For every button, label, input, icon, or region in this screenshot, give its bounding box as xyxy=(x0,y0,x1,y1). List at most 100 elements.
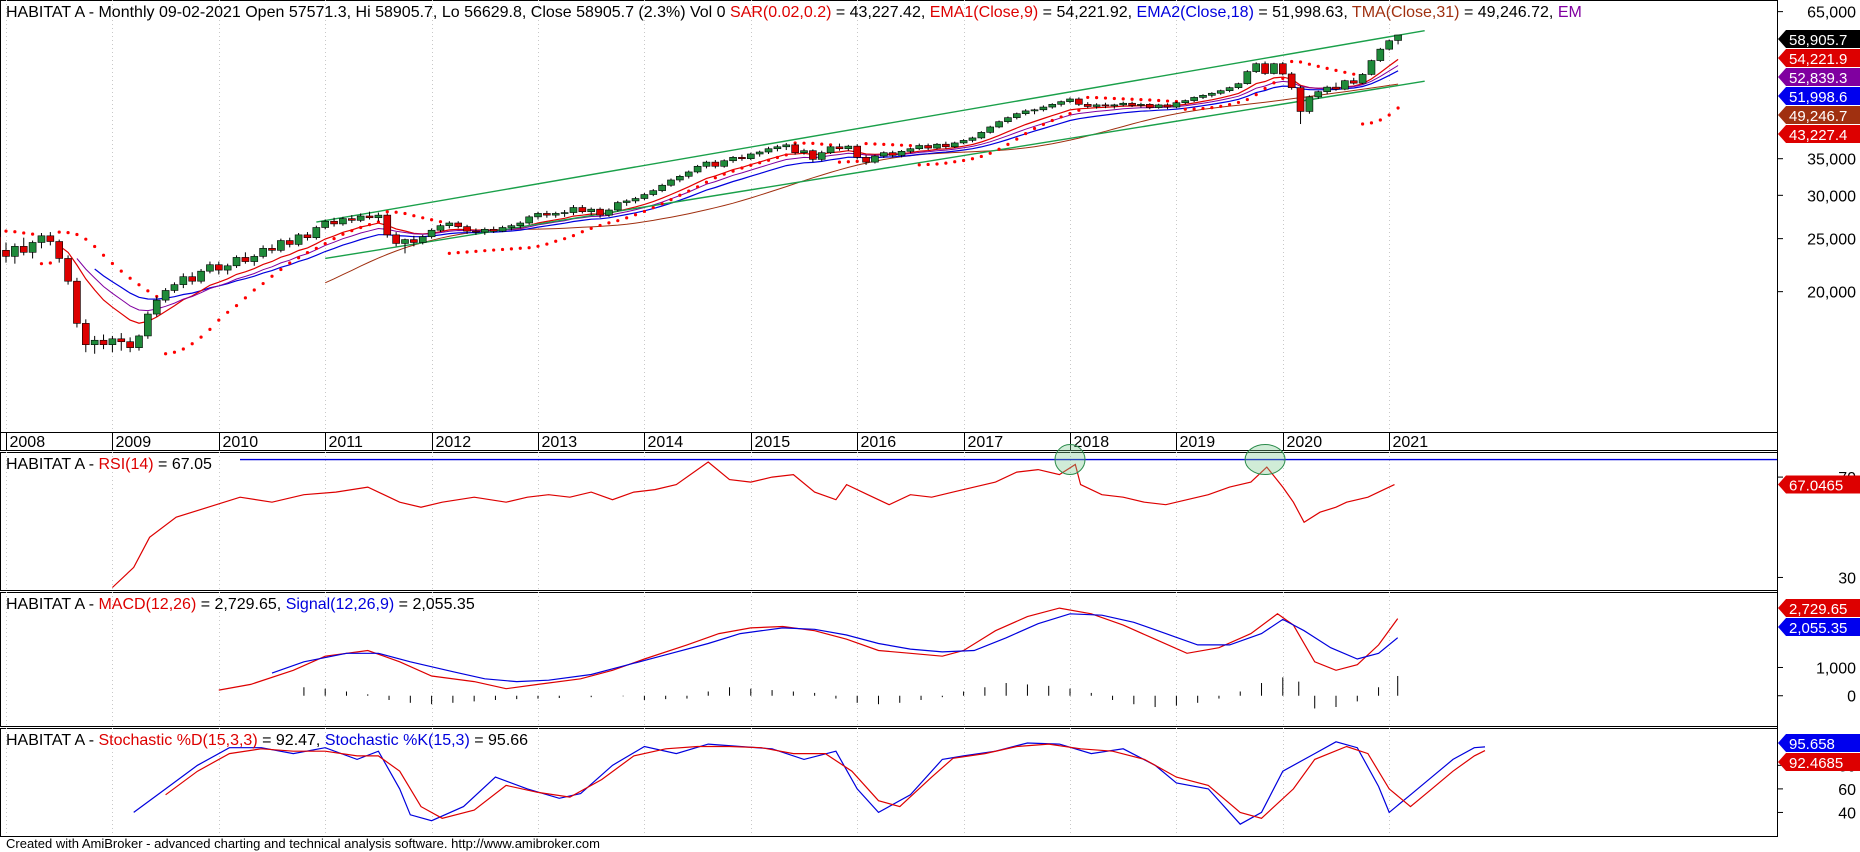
candle-body xyxy=(11,246,19,257)
candle-body xyxy=(161,290,170,301)
candle-body xyxy=(897,151,906,156)
sar-dot xyxy=(208,327,212,331)
candle-body xyxy=(613,202,622,211)
candle-body xyxy=(1199,95,1207,98)
right-axis: 65,000 35,000 30,000 25,000 20,000 58,905.7 54… xyxy=(1777,5,1860,822)
sar-dot xyxy=(119,269,123,273)
candle-body xyxy=(649,190,658,195)
sar-dot xyxy=(1192,107,1196,111)
sar-dot xyxy=(616,219,620,223)
value-label-box xyxy=(1778,753,1860,771)
sar-dot xyxy=(979,154,983,159)
price-y-tick-label: 25,000 xyxy=(1807,232,1856,249)
candle-body xyxy=(534,213,542,218)
stoch-d-value-label: 92.4685 xyxy=(1778,753,1860,772)
value-label-box xyxy=(1778,49,1860,67)
candle-body xyxy=(73,280,81,324)
candle-body xyxy=(853,145,862,158)
candle-body xyxy=(1305,96,1314,112)
sar-dot xyxy=(1387,113,1391,117)
sar-dot xyxy=(1103,96,1108,100)
sar-dot xyxy=(970,157,975,161)
sar-dot xyxy=(509,247,513,251)
x-tick-label: 2009 xyxy=(116,434,152,451)
candle-body xyxy=(1128,102,1136,106)
candle-body xyxy=(995,121,1003,128)
value-label-text: 95.658 xyxy=(1789,736,1835,753)
candle-body xyxy=(170,284,179,291)
sar-dot xyxy=(1236,100,1241,105)
candle-body xyxy=(835,146,844,150)
sar-dot xyxy=(1068,111,1072,116)
value-label-text: 2,729.65 xyxy=(1789,601,1847,618)
candle-body xyxy=(684,171,693,177)
sar-dot xyxy=(1325,66,1329,70)
price-pane-frame xyxy=(0,0,1778,451)
sar-dot xyxy=(696,185,700,189)
sar-dot xyxy=(784,153,788,157)
sar-dot xyxy=(341,232,345,236)
candle-body xyxy=(268,248,276,251)
sar-dot xyxy=(1174,99,1178,104)
sar-dot xyxy=(164,352,168,356)
x-tick-label: 2020 xyxy=(1287,434,1323,451)
sar-dot xyxy=(146,289,150,293)
sar-dot xyxy=(1130,97,1134,101)
sar-dot xyxy=(1334,68,1338,72)
sar-dot xyxy=(1032,126,1037,131)
candle-body xyxy=(879,152,888,157)
sar-dot xyxy=(766,158,771,162)
candle-body xyxy=(800,150,808,153)
sar-dot xyxy=(297,256,301,260)
sar-dot xyxy=(527,246,531,250)
x-tick-label: 2017 xyxy=(968,434,1004,451)
sar-dot xyxy=(953,160,957,164)
value-label-text: 51,998.6 xyxy=(1789,89,1847,106)
price-value-label: 43,227.4 xyxy=(1778,125,1860,144)
rsi-highlight-ellipse xyxy=(1244,444,1286,476)
macd-pane xyxy=(218,607,1399,709)
candle-body xyxy=(1021,110,1030,114)
sar-dot xyxy=(1361,122,1365,126)
sar-dot xyxy=(678,193,682,197)
candle-body xyxy=(1075,98,1083,105)
candle-body xyxy=(1146,104,1154,108)
candle-body xyxy=(1358,74,1367,84)
candle-body xyxy=(871,155,879,163)
candle-body xyxy=(587,208,596,213)
candle-body xyxy=(622,200,631,203)
value-label-text: 43,227.4 xyxy=(1789,127,1847,144)
sar-dot xyxy=(1183,107,1187,111)
sar-dot xyxy=(1263,86,1267,91)
candle-body xyxy=(1385,40,1393,50)
sar-dot xyxy=(110,261,114,266)
sar-dot xyxy=(1369,121,1374,125)
x-tick-label: 2019 xyxy=(1180,434,1216,451)
candle-body xyxy=(551,213,560,216)
macd-value-label: 2,729.65 xyxy=(1778,599,1860,618)
sar-dot xyxy=(891,143,895,147)
ema2-line xyxy=(94,70,1399,300)
candle-body xyxy=(1030,109,1039,112)
sar-dot xyxy=(385,210,389,214)
sar-dot xyxy=(190,342,194,346)
x-tick-label: 2008 xyxy=(10,434,46,451)
candle-body xyxy=(1172,102,1181,108)
candle-body xyxy=(933,143,941,149)
macd-line xyxy=(218,607,1399,691)
sar-dot xyxy=(1059,115,1063,119)
candle-body xyxy=(1216,90,1225,94)
candle-body xyxy=(215,264,223,271)
candle-body xyxy=(1083,104,1092,107)
sar-dot xyxy=(234,304,239,308)
candle-body xyxy=(374,214,383,219)
candle-body xyxy=(1190,97,1198,101)
candle-body xyxy=(1323,86,1331,93)
candle-body xyxy=(729,157,737,162)
candle-body xyxy=(773,146,782,150)
sar-dot xyxy=(1095,96,1099,100)
candle-body xyxy=(738,157,746,159)
candle-body xyxy=(206,264,214,272)
sar-dot xyxy=(350,229,354,233)
